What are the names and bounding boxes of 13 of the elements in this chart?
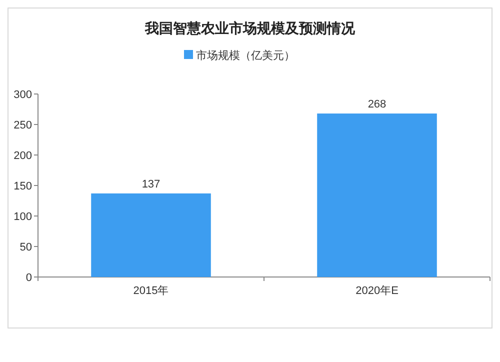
legend-label: 市场规模（亿美元） — [196, 49, 295, 62]
data-label: 268 — [368, 98, 386, 111]
x-tick-label: 2020年E — [356, 285, 398, 297]
chart-title: 我国智慧农业市场规模及预测情况 — [144, 20, 356, 36]
y-tick-label: 50 — [20, 242, 32, 254]
y-tick-label: 300 — [14, 89, 32, 101]
data-label: 137 — [142, 178, 160, 190]
x-tick-label: 2015年 — [133, 285, 169, 297]
y-tick-label: 100 — [14, 211, 32, 223]
y-tick-label: 150 — [14, 180, 32, 192]
y-tick-label: 0 — [26, 272, 32, 284]
y-tick-label: 200 — [14, 150, 32, 162]
y-tick-label: 250 — [14, 120, 32, 132]
